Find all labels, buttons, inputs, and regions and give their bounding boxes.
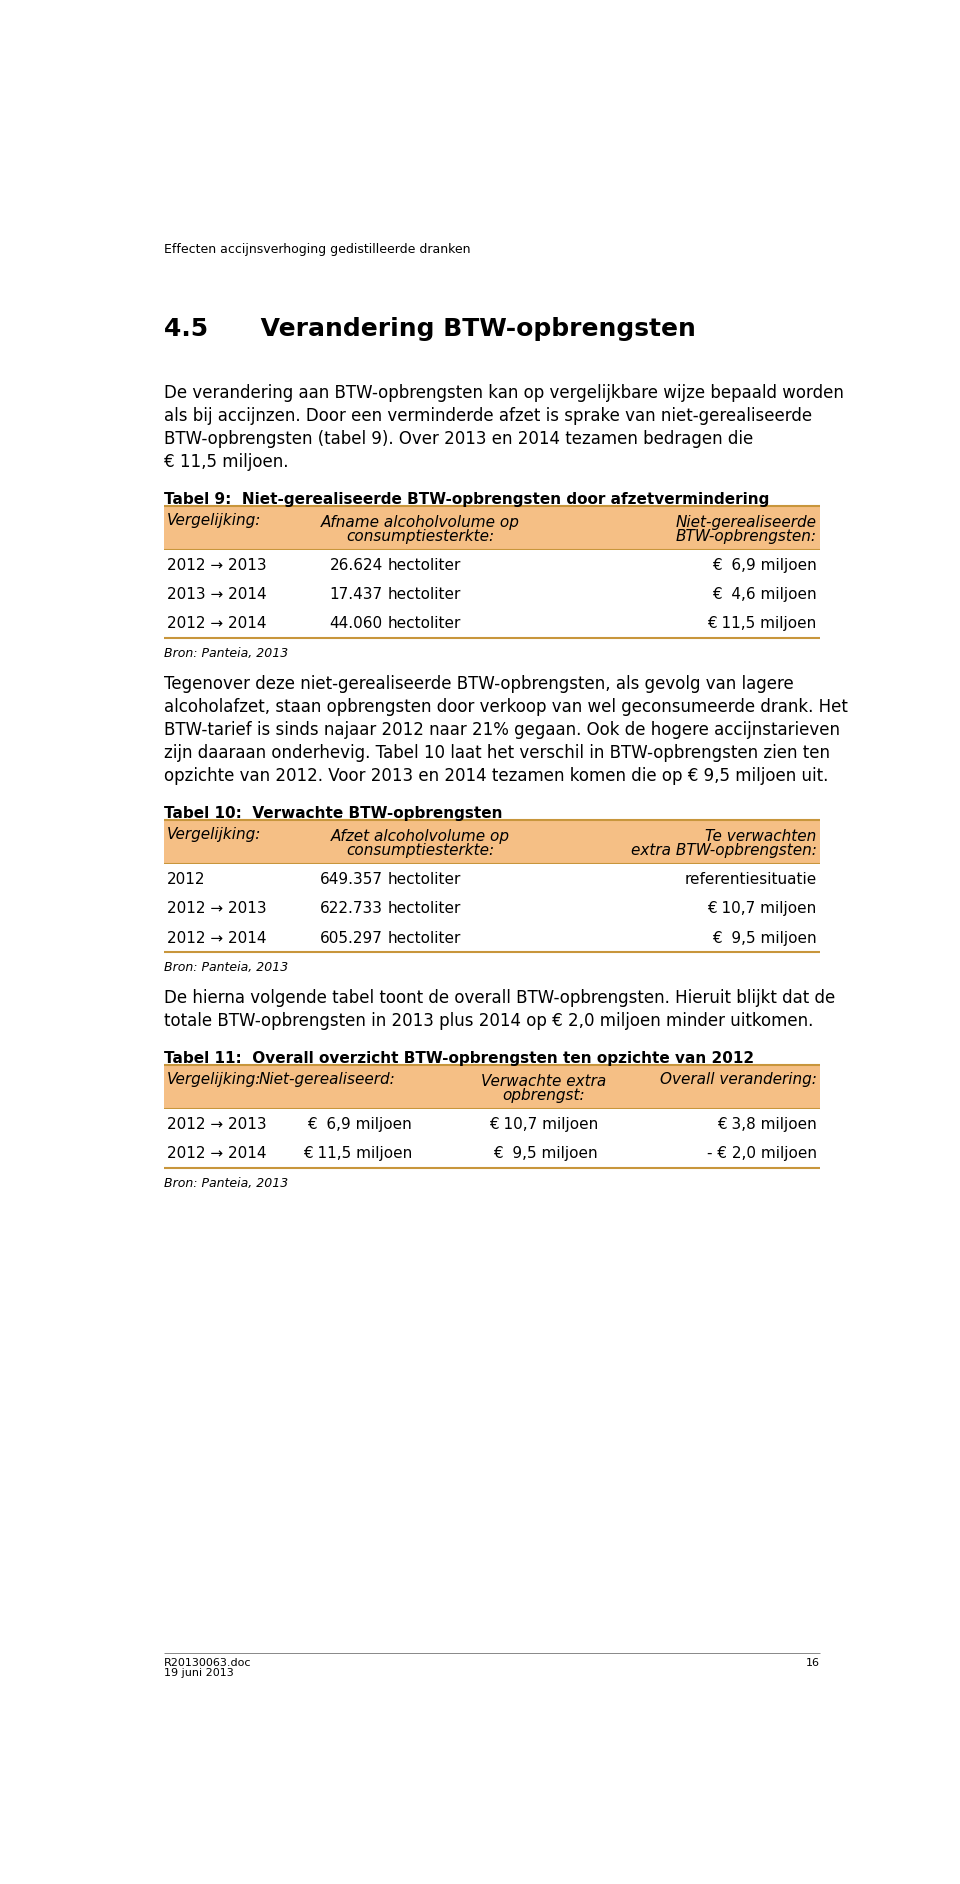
Text: Niet-gerealiseerd:: Niet-gerealiseerd:: [258, 1072, 396, 1087]
Text: De verandering aan BTW-opbrengsten kan op vergelijkbare wijze bepaald worden: De verandering aan BTW-opbrengsten kan o…: [164, 384, 844, 401]
Text: 2012 → 2013: 2012 → 2013: [167, 558, 267, 573]
Text: De hierna volgende tabel toont de overall BTW-opbrengsten. Hieruit blijkt dat de: De hierna volgende tabel toont de overal…: [164, 989, 835, 1008]
Text: € 10,7 miljoen: € 10,7 miljoen: [708, 901, 817, 916]
Text: Effecten accijnsverhoging gedistilleerde dranken: Effecten accijnsverhoging gedistilleerde…: [164, 243, 470, 256]
Text: 605.297: 605.297: [320, 931, 383, 946]
Text: hectoliter: hectoliter: [388, 901, 461, 916]
Bar: [164, 580, 820, 609]
Text: Vergelijking:: Vergelijking:: [167, 1072, 262, 1087]
Text: 17.437: 17.437: [329, 588, 383, 603]
Text: Te verwachten: Te verwachten: [706, 829, 817, 844]
Text: 2012: 2012: [167, 872, 205, 887]
Text: 2012 → 2014: 2012 → 2014: [167, 1145, 267, 1161]
Bar: [164, 550, 820, 580]
Text: 649.357: 649.357: [320, 872, 383, 887]
Text: Tabel 10:  Verwachte BTW-opbrengsten: Tabel 10: Verwachte BTW-opbrengsten: [164, 806, 503, 821]
Text: hectoliter: hectoliter: [388, 558, 461, 573]
Bar: [164, 893, 820, 923]
Text: R20130063.doc: R20130063.doc: [164, 1658, 252, 1667]
Text: opbrengst:: opbrengst:: [503, 1087, 586, 1102]
Text: BTW-opbrengsten:: BTW-opbrengsten:: [676, 529, 817, 544]
Text: 2012 → 2013: 2012 → 2013: [167, 901, 267, 916]
Bar: [164, 505, 820, 550]
Text: Tegenover deze niet-gerealiseerde BTW-opbrengsten, als gevolg van lagere: Tegenover deze niet-gerealiseerde BTW-op…: [164, 674, 794, 693]
Text: extra BTW-opbrengsten:: extra BTW-opbrengsten:: [631, 842, 817, 857]
Text: Vergelijking:: Vergelijking:: [167, 512, 262, 528]
Text: Afzet alcoholvolume op: Afzet alcoholvolume op: [330, 829, 510, 844]
Text: € 10,7 miljoen: € 10,7 miljoen: [489, 1117, 598, 1132]
Text: Bron: Panteia, 2013: Bron: Panteia, 2013: [164, 1178, 288, 1191]
Text: € 11,5 miljoen: € 11,5 miljoen: [303, 1145, 412, 1161]
Bar: [164, 1110, 820, 1138]
Text: consumptiesterkte:: consumptiesterkte:: [346, 842, 494, 857]
Text: 26.624: 26.624: [329, 558, 383, 573]
Text: €  4,6 miljoen: € 4,6 miljoen: [712, 588, 817, 603]
Text: Niet-gerealiseerde: Niet-gerealiseerde: [676, 514, 817, 529]
Text: 4.5      Verandering BTW-opbrengsten: 4.5 Verandering BTW-opbrengsten: [164, 317, 696, 341]
Bar: [164, 923, 820, 951]
Text: 16: 16: [805, 1658, 820, 1667]
Text: alcoholafzet, staan opbrengsten door verkoop van wel geconsumeerde drank. Het: alcoholafzet, staan opbrengsten door ver…: [164, 699, 848, 716]
Text: als bij accijnzen. Door een verminderde afzet is sprake van niet-gerealiseerde: als bij accijnzen. Door een verminderde …: [164, 407, 812, 426]
Text: BTW-tarief is sinds najaar 2012 naar 21% gegaan. Ook de hogere accijnstarieven: BTW-tarief is sinds najaar 2012 naar 21%…: [164, 722, 840, 739]
Text: Bron: Panteia, 2013: Bron: Panteia, 2013: [164, 961, 288, 974]
Text: Verwachte extra: Verwachte extra: [481, 1074, 607, 1089]
Text: 2012 → 2014: 2012 → 2014: [167, 931, 267, 946]
Text: BTW-opbrengsten (tabel 9). Over 2013 en 2014 tezamen bedragen die: BTW-opbrengsten (tabel 9). Over 2013 en …: [164, 430, 754, 448]
Text: €  9,5 miljoen: € 9,5 miljoen: [493, 1145, 598, 1161]
Text: 2012 → 2013: 2012 → 2013: [167, 1117, 267, 1132]
Text: consumptiesterkte:: consumptiesterkte:: [346, 529, 494, 544]
Bar: [164, 609, 820, 639]
Text: hectoliter: hectoliter: [388, 931, 461, 946]
Text: Afname alcoholvolume op: Afname alcoholvolume op: [321, 514, 519, 529]
Text: € 3,8 miljoen: € 3,8 miljoen: [717, 1117, 817, 1132]
Text: €  6,9 miljoen: € 6,9 miljoen: [712, 558, 817, 573]
Text: Vergelijking:: Vergelijking:: [167, 827, 262, 842]
Text: 2012 → 2014: 2012 → 2014: [167, 616, 267, 631]
Text: 622.733: 622.733: [320, 901, 383, 916]
Bar: [164, 1064, 820, 1110]
Text: €  6,9 miljoen: € 6,9 miljoen: [307, 1117, 412, 1132]
Text: Bron: Panteia, 2013: Bron: Panteia, 2013: [164, 648, 288, 659]
Text: totale BTW-opbrengsten in 2013 plus 2014 op € 2,0 miljoen minder uitkomen.: totale BTW-opbrengsten in 2013 plus 2014…: [164, 1012, 813, 1031]
Bar: [164, 1138, 820, 1168]
Text: €  9,5 miljoen: € 9,5 miljoen: [712, 931, 817, 946]
Text: Tabel 11:  Overall overzicht BTW-opbrengsten ten opzichte van 2012: Tabel 11: Overall overzicht BTW-opbrengs…: [164, 1051, 755, 1066]
Text: opzichte van 2012. Voor 2013 en 2014 tezamen komen die op € 9,5 miljoen uit.: opzichte van 2012. Voor 2013 en 2014 tez…: [164, 767, 828, 786]
Text: zijn daaraan onderhevig. Tabel 10 laat het verschil in BTW-opbrengsten zien ten: zijn daaraan onderhevig. Tabel 10 laat h…: [164, 744, 830, 763]
Bar: [164, 820, 820, 865]
Text: hectoliter: hectoliter: [388, 616, 461, 631]
Text: hectoliter: hectoliter: [388, 872, 461, 887]
Text: Tabel 9:  Niet-gerealiseerde BTW-opbrengsten door afzetvermindering: Tabel 9: Niet-gerealiseerde BTW-opbrengs…: [164, 492, 770, 507]
Text: € 11,5 miljoen: € 11,5 miljoen: [708, 616, 817, 631]
Text: 19 juni 2013: 19 juni 2013: [164, 1667, 234, 1677]
Text: hectoliter: hectoliter: [388, 588, 461, 603]
Bar: [164, 865, 820, 893]
Text: € 11,5 miljoen.: € 11,5 miljoen.: [164, 454, 289, 471]
Text: Overall verandering:: Overall verandering:: [660, 1072, 817, 1087]
Text: referentiesituatie: referentiesituatie: [684, 872, 817, 887]
Text: 44.060: 44.060: [329, 616, 383, 631]
Text: - € 2,0 miljoen: - € 2,0 miljoen: [707, 1145, 817, 1161]
Text: 2013 → 2014: 2013 → 2014: [167, 588, 267, 603]
